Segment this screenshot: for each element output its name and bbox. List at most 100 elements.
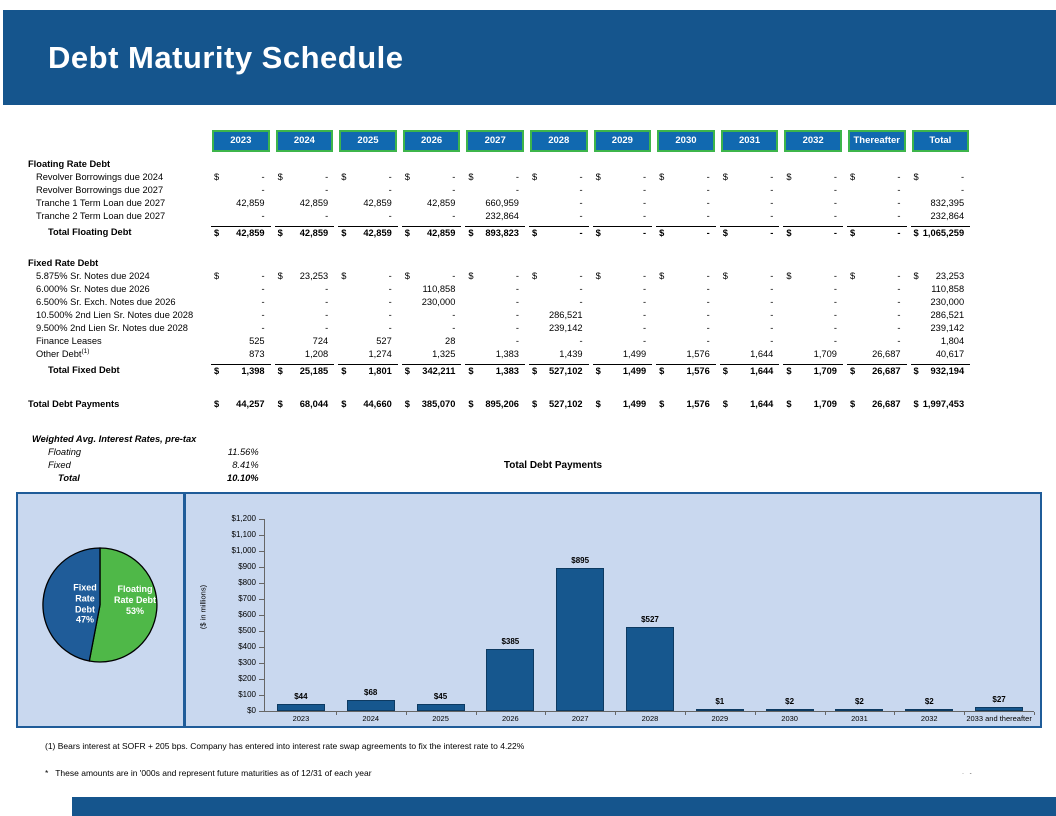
table-cell: 232,864	[485, 211, 519, 221]
table-cell: -	[833, 336, 837, 346]
row-label: 6.500% Sr. Exch. Notes due 2026	[36, 297, 176, 307]
row-label: Tranche 1 Term Loan due 2027	[36, 198, 166, 208]
table-cell: -	[643, 336, 647, 346]
table-cell: 110,858	[422, 284, 456, 294]
bar-slot: $45	[406, 519, 476, 711]
table-cell: -	[897, 323, 901, 333]
bar	[416, 703, 465, 711]
table-cell: -	[515, 323, 519, 333]
table-cell: -	[452, 323, 456, 333]
x-axis-label: 2024	[362, 714, 380, 723]
table-row: Other Debt(1) 873 1,208 1,274 1,325 1,383 1,43…	[28, 348, 976, 361]
table-cell: 1,274	[368, 349, 392, 359]
table-cell: -	[388, 185, 392, 195]
bar-value-label: $2	[785, 697, 795, 706]
table-cell: -	[643, 323, 647, 333]
table-row: 5.875% Sr. Notes due 2024 $ - $23,253 $ - $ - $ -…	[28, 270, 976, 283]
table-cell: $1,065,259	[910, 226, 971, 240]
x-axis-tick	[824, 712, 826, 715]
year-header: 2027	[466, 130, 524, 152]
table-cell: -	[515, 336, 519, 346]
table-cell: $1,997,453	[913, 399, 965, 409]
y-axis-tick-label: $1,200	[231, 514, 256, 523]
bar-slot: $895	[545, 519, 615, 711]
table-cell: -	[833, 323, 837, 333]
table-cell: 525	[249, 336, 265, 346]
table-cell: $1,383	[465, 364, 525, 378]
table-cell: -	[261, 297, 265, 307]
table-cell: $23,253	[277, 271, 329, 281]
table-cell: -	[897, 198, 901, 208]
table-cell: $ -	[849, 271, 901, 281]
bar-value-label: $2	[924, 697, 934, 706]
table-cell: 239,142	[930, 323, 965, 333]
table-cell: $527,102	[531, 399, 583, 409]
y-axis-tick-label: $1,100	[231, 530, 256, 539]
table-cell: 1,325	[432, 349, 456, 359]
row-label: Total Fixed Debt	[48, 365, 120, 375]
table-cell: 232,864	[930, 211, 965, 221]
table-cell: $527,102	[528, 364, 589, 378]
year-header: 2026	[402, 130, 461, 152]
table-cell: -	[770, 284, 774, 294]
year-header: 2030	[657, 130, 715, 152]
table-cell: -	[579, 198, 583, 208]
table-cell: -	[261, 310, 265, 320]
table-cell: $342,211	[401, 364, 462, 378]
rates-label: Total	[58, 473, 80, 483]
table-cell: -	[833, 284, 837, 294]
table-cell: $ -	[659, 271, 710, 281]
rates-row-total: Total 10.10%	[28, 472, 273, 485]
table-cell: 286,521	[930, 310, 965, 320]
year-row-spacer	[28, 130, 209, 152]
pie-label-fixed-rate-debt: Fixed Rate Debt 47%	[73, 582, 97, 625]
table-cell: $42,859	[211, 226, 271, 240]
table-cell: -	[643, 185, 647, 195]
x-axis-label: 2025	[432, 714, 449, 723]
section-label: Floating Rate Debt	[28, 159, 111, 169]
table-cell: -	[706, 336, 710, 346]
table-cell: $ -	[214, 271, 265, 281]
bar	[346, 700, 395, 711]
table-cell: 230,000	[930, 297, 965, 307]
bar-slot: $44	[266, 519, 336, 711]
x-axis-label: 2030	[781, 714, 798, 723]
table-cell: -	[770, 198, 774, 208]
table-cell: -	[261, 284, 265, 294]
bottom-accent-bar	[72, 797, 1056, 816]
bar-value-label: $1	[715, 697, 725, 706]
footnote-1: (1) Bears interest at SOFR + 205 bps. Co…	[45, 741, 525, 751]
x-axis-label: 2029	[711, 714, 729, 723]
y-axis-tick	[259, 567, 264, 568]
x-axis-label: 2032	[920, 714, 938, 723]
row-label: Total Debt Payments	[28, 399, 120, 409]
bar-value-label: $385	[501, 637, 520, 647]
table-cell: -	[261, 185, 265, 195]
table-cell: -	[261, 211, 265, 221]
table-row: 9.500% 2nd Lien Sr. Notes due 2028 - - - - - 2…	[28, 322, 976, 335]
y-axis-tick	[259, 615, 264, 616]
table-row: 6.000% Sr. Notes due 2026 - - - 110,858 - - - - -…	[28, 283, 976, 296]
table-cell: -	[325, 284, 329, 294]
table-cell: $ -	[528, 226, 589, 240]
rates-row-floating: Floating 11.56%	[28, 446, 273, 459]
table-cell: $ -	[468, 172, 519, 182]
weighted-avg-rates: Weighted Avg. Interest Rates, pre-tax Fl…	[28, 432, 273, 485]
table-cell: -	[833, 297, 837, 307]
table-cell: $68,044	[277, 399, 329, 409]
y-axis-tick	[259, 631, 264, 632]
table-cell: $932,194	[910, 364, 971, 378]
rates-row-fixed: Fixed 8.41%	[28, 459, 273, 472]
table-cell: $ -	[719, 226, 780, 240]
panel-divider	[183, 494, 186, 726]
bar	[276, 703, 325, 711]
bar-slot: $27	[964, 519, 1034, 711]
x-axis-tick	[964, 712, 966, 715]
table-cell: -	[770, 336, 774, 346]
table-cell: $ -	[214, 172, 265, 182]
row-label: Finance Leases	[36, 336, 102, 346]
x-axis-tick	[335, 712, 337, 715]
year-header: 2025	[339, 130, 397, 152]
y-axis-tick	[259, 583, 264, 584]
bar	[695, 709, 744, 711]
